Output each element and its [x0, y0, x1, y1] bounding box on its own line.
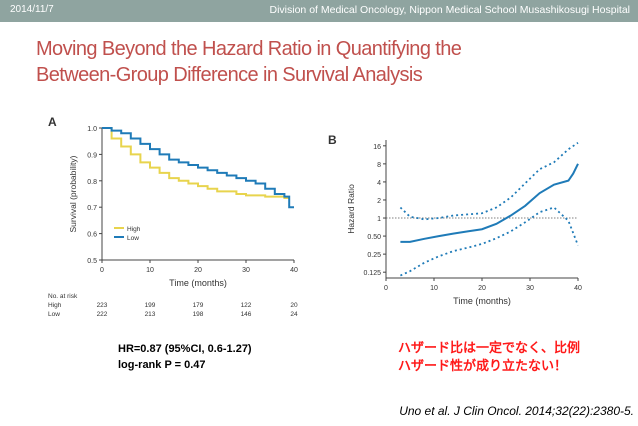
- kaplan-meier-chart: A 0.5 0.6 0.7 0.8 0.9 1.0 0 10 20 30 40 Time (month…: [48, 115, 298, 318]
- hr-estimate-line: [400, 163, 579, 243]
- risk-value: 20: [290, 302, 298, 309]
- annotation-line-2: ハザード性が成り立たない！: [398, 358, 568, 373]
- y-tick-label: 0.5: [87, 258, 97, 265]
- y-tick-label: 0.50: [367, 234, 381, 241]
- legend-label-high: High: [127, 226, 141, 233]
- x-tick-label: 0: [100, 267, 104, 274]
- x-tick-label: 10: [146, 267, 154, 274]
- y-tick-label: 0.8: [87, 179, 97, 186]
- risk-value: 213: [145, 311, 156, 318]
- risk-value: 179: [193, 302, 204, 309]
- x-tick-label: 10: [430, 285, 438, 292]
- x-axis-label: Time (months): [169, 278, 227, 288]
- annotation-note: ハザード比は一定でなく、比例 ハザード性が成り立たない！: [398, 339, 580, 375]
- slide-affiliation: Division of Medical Oncology, Nippon Med…: [269, 4, 630, 16]
- y-tick-label: 2: [377, 198, 381, 205]
- x-tick-label: 30: [242, 267, 250, 274]
- x-tick-label: 0: [384, 285, 388, 292]
- hr-upper-ci-line: [399, 142, 579, 221]
- y-tick-label: 1.0: [87, 126, 97, 133]
- legend-label-low: Low: [127, 235, 139, 242]
- y-axis-label: Survival (probability): [68, 155, 78, 232]
- x-axis-label: Time (months): [453, 296, 511, 306]
- y-tick-label: 1: [377, 216, 381, 223]
- risk-row-label: High: [48, 302, 62, 309]
- x-tick-label: 20: [194, 267, 202, 274]
- x-tick-label: 40: [574, 285, 582, 292]
- y-tick-label: 4: [377, 180, 381, 187]
- stats-box: HR=0.87 (95%CI, 0.6-1.27) log-rank P = 0…: [118, 341, 252, 373]
- y-tick-label: 0.125: [363, 270, 381, 277]
- y-tick-label: 16: [373, 144, 381, 151]
- hazard-ratio-text: HR=0.87 (95%CI, 0.6-1.27): [118, 343, 252, 355]
- y-tick-label: 0.25: [367, 252, 381, 259]
- panel-label-b: B: [328, 133, 337, 147]
- risk-value: 146: [241, 311, 252, 318]
- risk-value: 122: [241, 302, 252, 309]
- y-tick-label: 0.6: [87, 232, 97, 239]
- hazard-ratio-chart: B 0.125 0.25 0.50 1 2 4 8 16 0 10 20 30 40 Time (mont…: [328, 133, 582, 306]
- citation: Uno et al. J Clin Oncol. 2014;32(22):238…: [399, 404, 634, 418]
- y-axis-label: Hazard Ratio: [346, 184, 356, 234]
- slide-date: 2014/11/7: [10, 4, 54, 15]
- panel-label-a: A: [48, 115, 57, 129]
- x-tick-label: 40: [290, 267, 298, 274]
- risk-row-label: Low: [48, 311, 60, 318]
- risk-table-title: No. at risk: [48, 293, 78, 300]
- km-line-low: [102, 127, 294, 209]
- risk-value: 222: [97, 311, 108, 318]
- slide-title-line-2: Between-Group Difference in Survival Ana…: [36, 64, 423, 86]
- logrank-text: log-rank P = 0.47: [118, 359, 206, 371]
- x-tick-label: 20: [478, 285, 486, 292]
- annotation-line-1: ハザード比は一定でなく、比例: [398, 340, 581, 355]
- y-tick-label: 0.9: [87, 152, 97, 159]
- hr-lower-ci-line: [400, 206, 579, 277]
- risk-value: 198: [193, 311, 204, 318]
- slide-title-line-1: Moving Beyond the Hazard Ratio in Quanti…: [36, 38, 462, 60]
- x-tick-label: 30: [526, 285, 534, 292]
- risk-value: 24: [290, 311, 298, 318]
- slide-header-bar: 2014/11/7 Division of Medical Oncology, …: [0, 0, 638, 22]
- y-tick-label: 8: [377, 162, 381, 169]
- risk-value: 199: [145, 302, 156, 309]
- y-tick-label: 0.7: [87, 205, 97, 212]
- risk-value: 223: [97, 302, 108, 309]
- slide-title: Moving Beyond the Hazard Ratio in Quanti…: [36, 36, 596, 88]
- km-line-high: [102, 127, 290, 199]
